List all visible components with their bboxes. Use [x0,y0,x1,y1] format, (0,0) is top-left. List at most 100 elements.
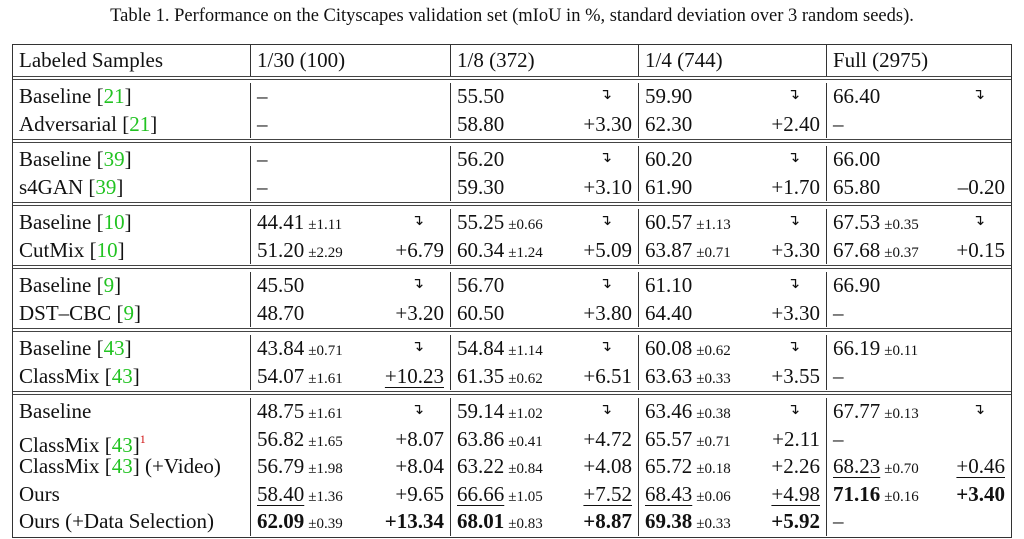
method-name: ClassMix [19,454,100,478]
std-deviation: ±1.61 [308,370,343,387]
miou-value: 66.40 [833,84,881,108]
std-deviation: ±0.33 [696,370,731,387]
value-cell: 48.70 +3.20 [250,299,450,327]
miou-value: 61.10 [645,273,693,297]
citation-link[interactable]: 9 [103,273,115,297]
value-cell: 55.25 ±0.66 ↴ [450,209,638,237]
std-deviation: ±0.70 [884,461,919,477]
miou-value: 48.70 [257,300,305,325]
value-cell: 66.00 [826,146,1011,174]
value-cell: 61.35 ±0.62 +6.51 [450,362,638,390]
improvement-delta: +3.40 [956,481,1005,506]
baseline-arrow-icon: ↴ [411,211,424,229]
miou-value: 54.07 [257,363,305,388]
method-cell: s4GAN [39] [19,174,124,199]
method-cell: CutMix [10] [19,237,125,262]
std-deviation: ±0.62 [696,343,731,359]
miou-value: 59.14 [457,399,505,423]
std-deviation: ±0.71 [308,343,343,359]
table-caption: Table 1. Performance on the Cityscapes v… [110,6,914,26]
std-deviation: ±0.62 [508,370,543,387]
value-cell: 66.90 [826,272,1011,300]
value-cell: 61.10 ↴ [638,272,826,300]
citation-link[interactable]: 10 [96,237,118,262]
improvement-delta: +2.40 [771,111,820,136]
improvement-delta: +5.92 [771,509,820,533]
value-cell: 61.90 +1.70 [638,173,826,201]
method-name: Baseline [19,336,92,360]
citation-link[interactable]: 39 [95,174,117,199]
table-row: Baseline [10] 44.41 ±1.11 ↴ 55.25 ±0.66 ↴ 60.57… [13,209,1011,237]
baseline-arrow-icon: ↴ [411,337,424,355]
baseline-arrow-icon: ↴ [787,337,800,355]
method-cell: Baseline [10] [19,210,132,234]
miou-value: 60.50 [457,300,505,325]
method-name: Baseline [19,147,92,171]
citation-link[interactable]: 9 [123,300,134,325]
miou-value: 67.68 [833,237,881,262]
citation-link[interactable]: 39 [103,147,125,171]
method-name: s4GAN [19,174,84,199]
value-cell: 60.50 +3.80 [450,299,638,327]
std-deviation: ±0.84 [508,461,543,477]
citation-link[interactable]: 43 [111,363,133,388]
miou-value: 60.20 [645,147,693,171]
baseline-arrow-icon: ↴ [599,85,612,103]
header-cell: 1/4 (744) [638,45,826,76]
citation-link[interactable]: 21 [129,111,151,136]
citation-link[interactable]: 21 [103,84,125,108]
baseline-arrow-icon: ↴ [599,211,612,229]
std-deviation: ±0.38 [696,406,731,422]
table-row: s4GAN [39] – 59.30 +3.10 61.90 +1.70 65.80 –0.2… [13,173,1011,201]
miou-value: 56.82 [257,426,305,451]
table-group: Baseline [9] 45.50 ↴ 56.70 ↴ 61.10 ↴ 66.90 DST–C… [13,265,1011,328]
miou-value: – [833,426,844,451]
value-cell: 56.70 ↴ [450,272,638,300]
citation-link[interactable]: 43 [103,336,125,360]
miou-value: 67.77 [833,399,881,423]
table-group: Baseline [10] 44.41 ±1.11 ↴ 55.25 ±0.66 ↴ 60.57… [13,202,1011,265]
improvement-delta: +3.10 [583,174,632,199]
miou-value: 45.50 [257,273,305,297]
value-cell: 65.72 ±0.18 +2.26 [638,453,826,481]
value-cell: 68.01 ±0.83 +8.87 [450,508,638,536]
citation-link[interactable]: 43 [111,454,133,478]
miou-value: – [257,111,268,136]
value-cell: 66.19 ±0.11 [826,335,1011,363]
miou-value: 62.30 [645,111,693,136]
std-deviation: ±0.71 [696,433,731,450]
miou-value: 63.22 [457,454,505,478]
miou-value: – [833,111,844,136]
baseline-arrow-icon: ↴ [599,337,612,355]
method-name: Baseline [19,84,92,108]
method-name: Ours (+Data Selection) [19,509,214,533]
std-deviation: ±1.98 [308,461,343,477]
value-cell: 60.08 ±0.62 ↴ [638,335,826,363]
value-cell: 58.40 ±1.36 +9.65 [250,480,450,508]
value-cell: 67.68 ±0.37 +0.15 [826,236,1011,264]
table-row: Baseline [39] – 56.20 ↴ 60.20 ↴ 66.00 [13,146,1011,174]
improvement-delta: +8.87 [583,509,632,533]
value-cell: 63.63 ±0.33 +3.55 [638,362,826,390]
improvement-delta: +0.15 [956,237,1005,262]
miou-value: 43.84 [257,336,305,360]
miou-value: – [833,509,844,533]
miou-value: 44.41 [257,210,305,234]
value-cell: 43.84 ±0.71 ↴ [250,335,450,363]
improvement-delta: +1.70 [771,174,820,199]
citation-link[interactable]: 10 [103,210,125,234]
citation-link[interactable]: 43 [111,432,133,457]
baseline-arrow-icon: ↴ [787,274,800,292]
miou-value: 56.79 [257,454,305,478]
value-cell: 56.20 ↴ [450,146,638,174]
std-deviation: ±0.06 [696,488,731,505]
improvement-delta: +2.26 [771,454,820,478]
miou-value: 65.57 [645,426,693,451]
baseline-arrow-icon: ↴ [972,85,985,103]
method-cell: DST–CBC [9] [19,300,141,325]
table-row: Baseline [43] 43.84 ±0.71 ↴ 54.84 ±1.14 ↴ 60.08… [13,335,1011,363]
std-deviation: ±0.13 [884,406,919,422]
std-deviation: ±0.66 [508,217,543,233]
baseline-arrow-icon: ↴ [787,148,800,166]
method-name: Baseline [19,399,92,423]
